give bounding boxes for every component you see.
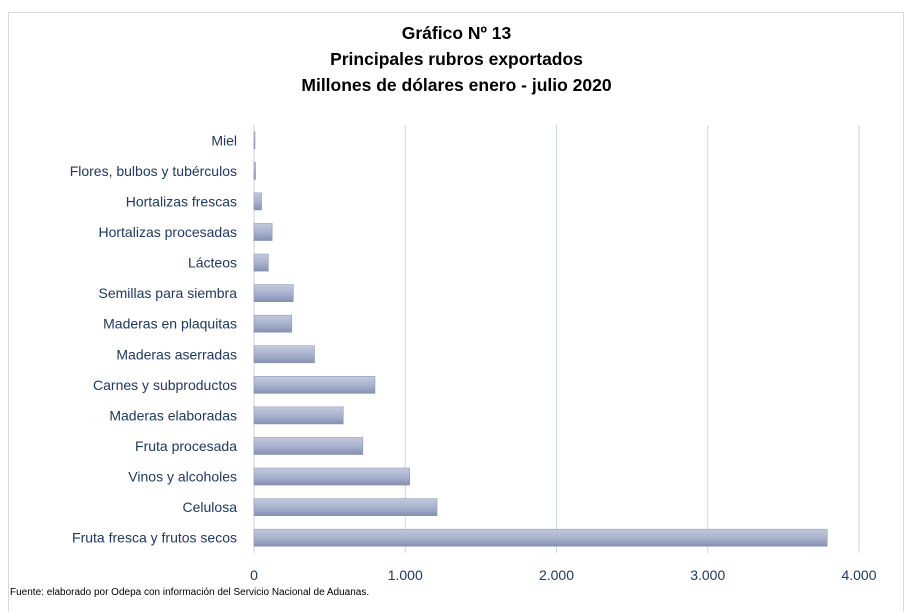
category-label-9: Maderas elaboradas [109,407,237,423]
bar-0 [253,131,256,150]
chart-title-line-3: Millones de dólares enero - julio 2020 [301,75,612,95]
category-label-7: Maderas aserradas [116,346,237,362]
category-label-4: Lácteos [188,255,237,271]
bar-6 [253,314,293,333]
source-note: Fuente: elaborado por Odepa con informac… [10,587,370,598]
chart-title-line-2: Principales rubros exportados [330,49,583,69]
bar-12 [253,498,438,516]
x-tick-label-4: 4.000 [841,567,876,583]
bar-9 [253,406,344,425]
bars [253,131,828,547]
x-tick-label-2: 2.000 [539,567,574,583]
category-label-12: Celulosa [183,499,238,515]
bar-2 [253,192,262,211]
category-label-3: Hortalizas procesadas [98,224,237,240]
chart-title-line-1: Gráfico Nº 13 [401,23,512,43]
category-label-0: Miel [211,132,237,148]
bar-4 [253,253,269,272]
bar-1 [253,162,256,180]
category-label-8: Carnes y subproductos [93,377,237,393]
bar-8 [253,376,376,394]
x-tick-label-3: 3.000 [690,567,725,583]
x-tick-labels: 0 1.000 2.000 3.000 4.000 [250,567,877,583]
category-label-6: Maderas en plaquitas [103,316,237,332]
bar-5 [253,284,294,302]
category-labels: Miel Flores, bulbos y tubérculos Hortaliza… [70,132,238,545]
bar-13 [253,528,828,547]
category-label-2: Hortalizas frescas [126,193,237,209]
category-label-13: Fruta fresca y frutos secos [72,530,237,546]
category-label-10: Fruta procesada [135,438,237,454]
category-label-5: Semillas para siembra [99,285,238,301]
category-label-11: Vinos y alcoholes [128,469,237,485]
chart-frame [8,12,904,612]
chart-title: Gráfico Nº 13 Principales rubros exporta… [0,20,913,98]
gridlines [253,125,860,553]
bar-7 [253,345,315,364]
bar-11 [253,467,411,486]
category-label-1: Flores, bulbos y tubérculos [70,163,237,179]
bar-3 [253,223,273,241]
x-tick-label-0: 0 [250,567,258,583]
x-tick-label-1: 1.000 [388,567,423,583]
bar-10 [253,437,364,455]
